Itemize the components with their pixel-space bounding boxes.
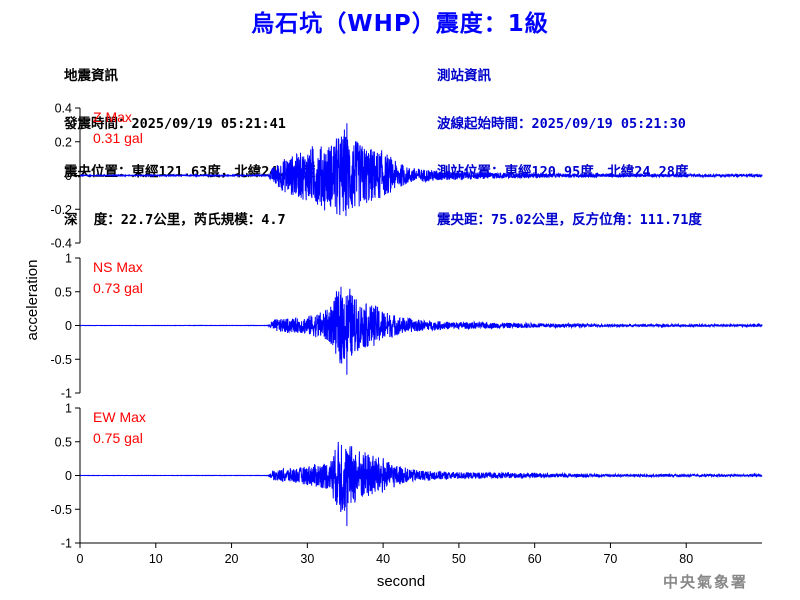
earthquake-info-heading: 地震資訊 — [64, 68, 118, 84]
max-label-ew: EW Max — [93, 409, 146, 425]
y-axis-label: acceleration — [24, 260, 41, 341]
origin-time-line: 發震時間：2025/09/19 05:21:41 — [64, 116, 286, 132]
y-tick-label-ew: -1 — [61, 537, 72, 551]
x-tick-label: 80 — [679, 552, 693, 566]
trace-z — [79, 123, 763, 217]
y-tick-label-ew: 0.5 — [55, 435, 72, 449]
x-tick-label: 0 — [77, 552, 84, 566]
max-label-z: Z Max — [93, 109, 132, 125]
y-tick-label-z: -0.4 — [50, 237, 72, 251]
agency-logo-text: 中央氣象署 — [662, 573, 748, 591]
y-tick-label-ew: -0.5 — [50, 503, 72, 517]
chart-title: 烏石坑（WHP）震度：1級 — [251, 11, 549, 37]
station-info-block: 測站資訊 波線起始時間：2025/09/19 05:21:30 測站位置：東經1… — [437, 36, 702, 260]
y-tick-label-ew: 1 — [65, 402, 72, 416]
x-tick-label: 50 — [452, 552, 466, 566]
depth-magnitude-line: 深 度：22.7公里，芮氏規模：4.7 — [64, 212, 286, 228]
station-info-heading: 測站資訊 — [437, 68, 491, 84]
trace-ew — [79, 441, 763, 527]
max-label-ns: NS Max — [93, 259, 143, 275]
epicentral-distance-line: 震央距：75.02公里，反方位角：111.71度 — [437, 212, 702, 228]
y-tick-label-z: 0 — [65, 169, 72, 183]
x-axis-label: second — [377, 573, 425, 590]
y-tick-label-ns: 1 — [65, 252, 72, 266]
x-tick-label: 40 — [376, 552, 390, 566]
x-tick-label: 20 — [225, 552, 239, 566]
earthquake-info-block: 地震資訊 發震時間：2025/09/19 05:21:41 震央位置：東經121… — [64, 36, 315, 260]
y-tick-label-ns: -0.5 — [50, 353, 72, 367]
max-value-ew: 0.75 gal — [93, 430, 143, 446]
y-tick-label-z: 0.2 — [55, 135, 72, 149]
max-value-ns: 0.73 gal — [93, 280, 143, 296]
x-tick-label: 70 — [603, 552, 617, 566]
y-tick-label-ns: -1 — [61, 387, 72, 401]
max-value-z: 0.31 gal — [93, 130, 143, 146]
y-tick-label-ns: 0 — [65, 319, 72, 333]
wave-start-time-line: 波線起始時間：2025/09/19 05:21:30 — [437, 116, 686, 132]
y-tick-label-ns: 0.5 — [55, 285, 72, 299]
y-tick-label-z: -0.2 — [50, 203, 72, 217]
x-tick-label: 30 — [300, 552, 314, 566]
trace-ns — [79, 286, 763, 375]
x-tick-label: 10 — [149, 552, 163, 566]
y-tick-label-ew: 0 — [65, 469, 72, 483]
x-tick-label: 60 — [528, 552, 542, 566]
y-tick-label-z: 0.4 — [55, 102, 72, 116]
